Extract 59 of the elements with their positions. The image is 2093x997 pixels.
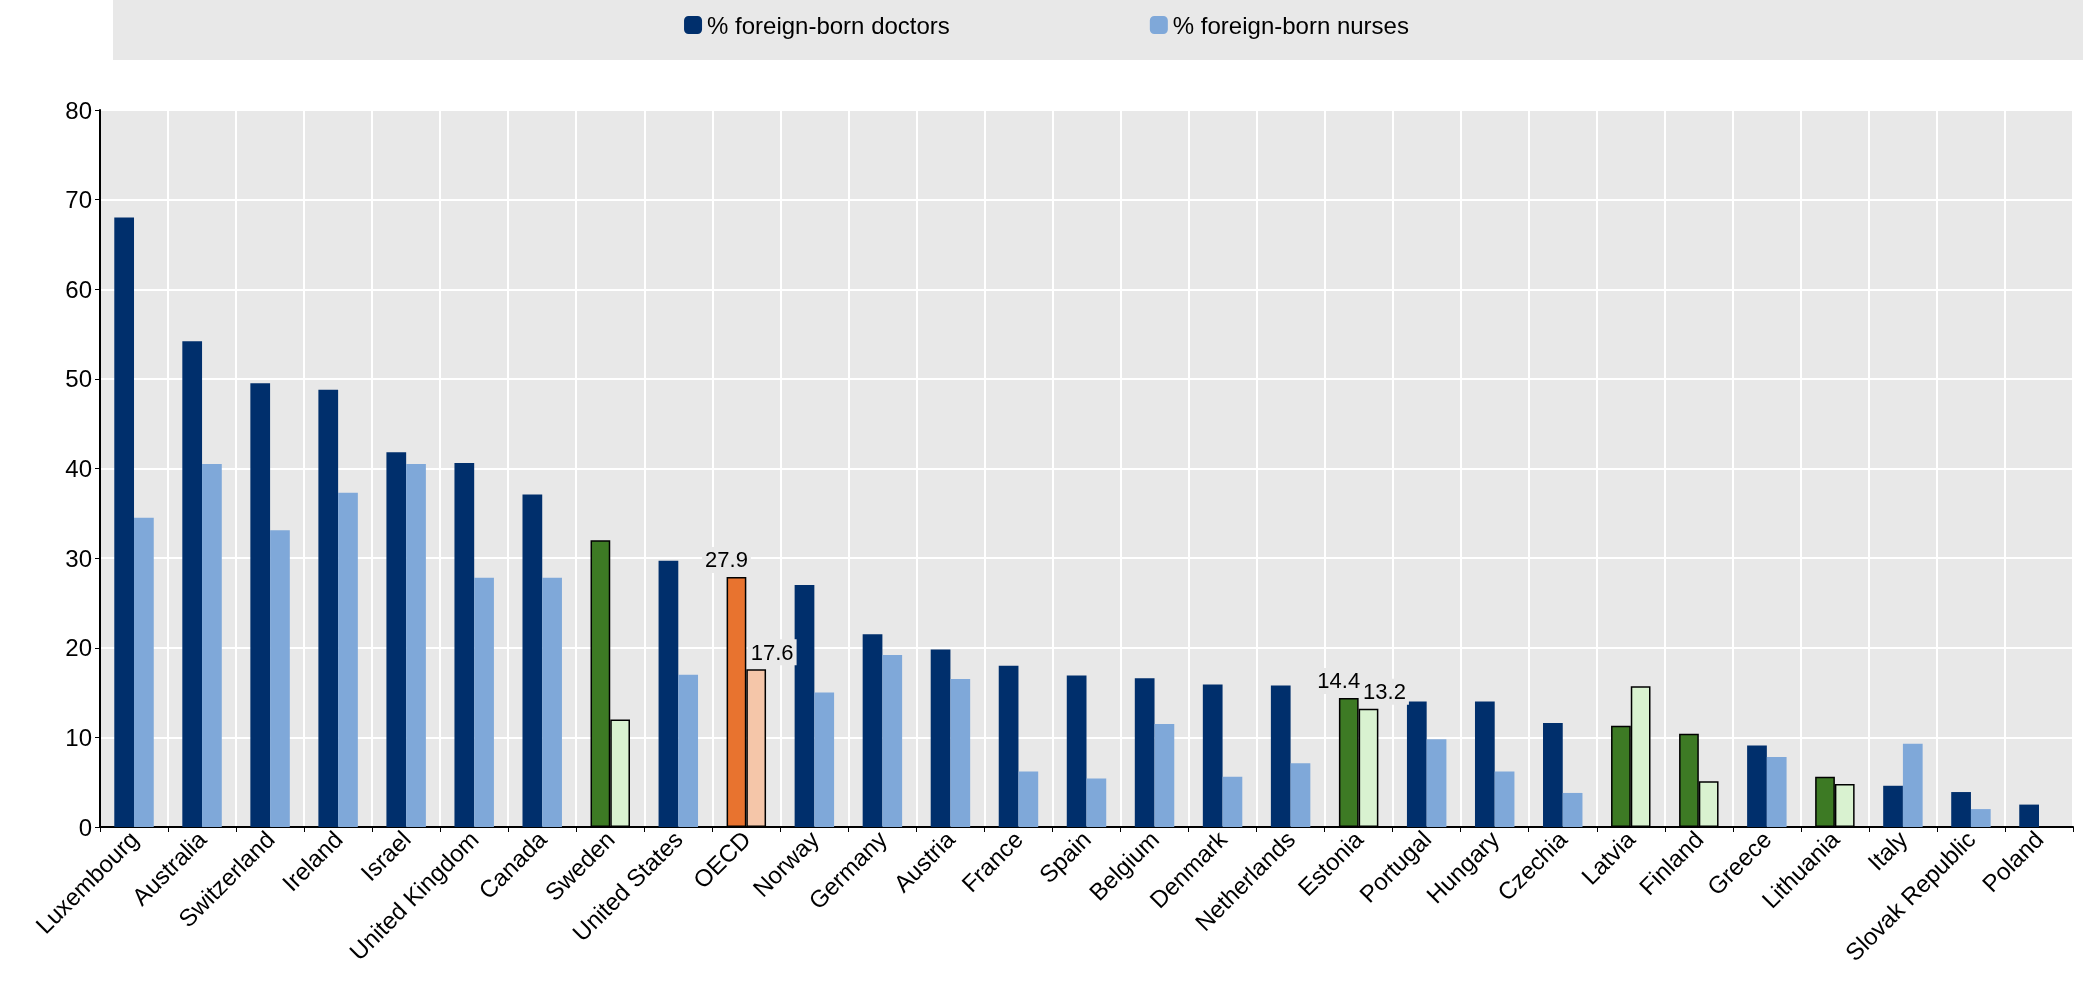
bar bbox=[1766, 757, 1787, 827]
bar bbox=[930, 649, 951, 827]
y-tick-label: 10 bbox=[65, 723, 92, 751]
bar bbox=[1543, 723, 1563, 827]
bar bbox=[522, 494, 543, 827]
bar bbox=[202, 464, 222, 827]
bar bbox=[270, 530, 290, 827]
bar bbox=[1270, 685, 1291, 827]
bar bbox=[250, 383, 271, 827]
bar bbox=[1474, 701, 1495, 827]
bar bbox=[814, 692, 835, 827]
y-tick-label: 70 bbox=[65, 186, 92, 214]
data-label: 13.2 bbox=[1363, 679, 1406, 705]
bar bbox=[114, 217, 135, 827]
bar bbox=[1290, 763, 1311, 827]
bar bbox=[1202, 684, 1223, 827]
bar bbox=[1562, 792, 1583, 827]
legend-label: % foreign-born nurses bbox=[1172, 11, 1409, 39]
bar bbox=[1426, 739, 1447, 827]
bar bbox=[658, 560, 679, 827]
bar bbox=[1747, 745, 1767, 827]
data-label: 17.6 bbox=[750, 639, 794, 665]
bar bbox=[134, 517, 154, 827]
bar bbox=[1154, 723, 1175, 827]
bar bbox=[1406, 701, 1427, 827]
y-tick-label: 30 bbox=[65, 544, 92, 572]
bar bbox=[1883, 785, 1903, 827]
bar bbox=[2019, 804, 2039, 827]
bar bbox=[862, 634, 883, 827]
data-label: 27.9 bbox=[705, 547, 748, 573]
bar bbox=[454, 463, 475, 827]
bar bbox=[1066, 675, 1087, 827]
bar bbox=[998, 665, 1019, 827]
bar bbox=[338, 492, 358, 827]
bar bbox=[386, 452, 407, 827]
y-tick-label: 40 bbox=[65, 455, 92, 482]
bar bbox=[1134, 678, 1155, 827]
bar bbox=[882, 654, 903, 827]
y-tick-label: 60 bbox=[65, 275, 92, 303]
y-tick-label: 20 bbox=[65, 634, 92, 662]
bar bbox=[950, 679, 971, 827]
legend-label: % foreign-born doctors bbox=[707, 11, 950, 39]
bar bbox=[1951, 792, 1971, 827]
bar bbox=[474, 577, 494, 827]
y-tick-label: 80 bbox=[65, 96, 92, 124]
bar bbox=[1902, 743, 1923, 827]
bar bbox=[406, 464, 426, 827]
bar bbox=[1494, 771, 1515, 827]
bar bbox=[1970, 809, 1991, 827]
bar bbox=[182, 341, 203, 827]
bar bbox=[678, 674, 699, 827]
bar bbox=[1222, 776, 1243, 827]
bar bbox=[1018, 771, 1039, 827]
bar bbox=[542, 577, 562, 827]
bar bbox=[794, 585, 815, 827]
data-label: 14.4 bbox=[1317, 668, 1361, 694]
bar bbox=[318, 389, 339, 827]
y-tick-label: 50 bbox=[65, 365, 92, 393]
bar bbox=[1086, 778, 1107, 827]
